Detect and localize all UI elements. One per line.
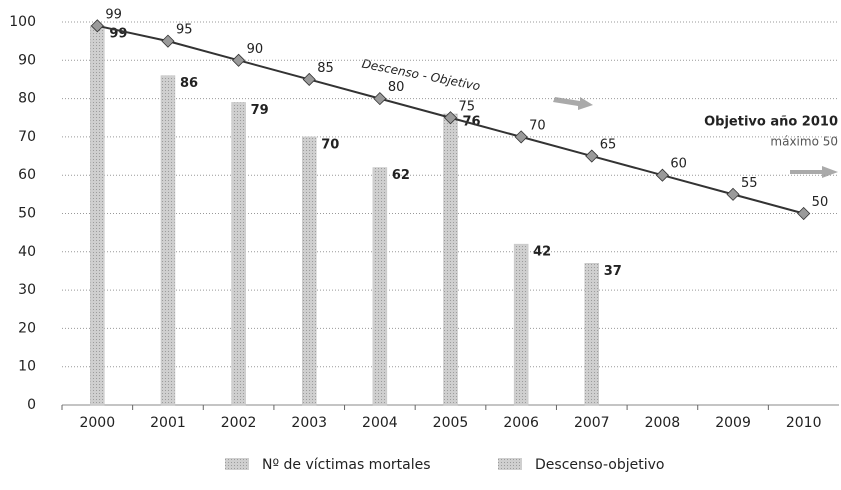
bar [443, 113, 458, 406]
bar [584, 263, 600, 406]
x-tick-label: 2008 [645, 415, 681, 431]
data-label: 85 [317, 61, 334, 76]
data-label: 65 [600, 138, 617, 153]
data-label: 90 [247, 42, 264, 57]
x-tick-label: 2007 [574, 415, 610, 431]
x-tick-label: 2005 [433, 415, 469, 431]
y-tick-label: 30 [18, 282, 36, 298]
marker [232, 53, 246, 67]
data-label: 80 [388, 80, 405, 95]
annotation: Objetivo año 2010 [704, 115, 838, 130]
x-tick-label: 2001 [150, 415, 186, 431]
marker [443, 111, 458, 125]
x-tick-label: 2009 [715, 415, 751, 431]
x-tick-label: 2010 [786, 415, 822, 431]
marker [373, 92, 387, 106]
marker [161, 34, 175, 48]
legend-swatch [498, 458, 522, 470]
marker [655, 168, 669, 182]
x-tick-label: 2004 [362, 415, 398, 431]
data-label: 75 [459, 99, 476, 114]
data-label: 37 [604, 264, 622, 279]
data-label: 95 [176, 23, 193, 38]
arrow [790, 166, 838, 178]
marker [90, 19, 104, 33]
y-tick-label: 60 [18, 167, 36, 183]
y-tick-label: 20 [18, 320, 36, 336]
data-label: 60 [670, 157, 687, 172]
annotation: máximo 50 [770, 135, 838, 149]
bar [372, 167, 388, 406]
marker [302, 72, 316, 87]
data-label: 99 [105, 7, 122, 22]
arrow [553, 97, 593, 110]
bar [231, 102, 246, 406]
x-tick-label: 2002 [221, 415, 257, 431]
annotation: Descenso - Objetivo [361, 57, 482, 94]
x-tick-label: 2006 [503, 415, 539, 431]
y-tick-label: 50 [18, 206, 36, 222]
bar [90, 25, 105, 406]
data-label: 86 [180, 76, 198, 91]
y-tick-label: 100 [9, 14, 36, 30]
data-label: 79 [251, 103, 269, 118]
x-tick-label: 2003 [291, 415, 327, 431]
legend-swatch [225, 458, 249, 470]
legend-label: Nº de víctimas mortales [262, 457, 431, 473]
y-tick-label: 70 [18, 129, 36, 145]
y-tick-label: 10 [18, 359, 36, 375]
y-tick-label: 90 [18, 52, 36, 68]
data-label: 70 [321, 137, 339, 152]
x-tick-label: 2000 [79, 415, 115, 431]
marker [514, 130, 528, 144]
y-tick-label: 40 [18, 244, 36, 260]
data-label: 42 [533, 245, 551, 260]
data-label: 55 [741, 176, 758, 191]
bar [301, 136, 317, 406]
data-label: 50 [812, 195, 829, 210]
marker [585, 149, 599, 163]
y-tick-label: 0 [27, 397, 36, 413]
marker [726, 187, 740, 201]
data-label: 62 [392, 168, 410, 183]
y-tick-label: 80 [18, 91, 36, 107]
data-label: 70 [529, 118, 546, 133]
bar [160, 75, 176, 406]
bar [513, 243, 529, 406]
legend-label: Descenso-objetivo [535, 457, 665, 473]
marker [797, 206, 811, 221]
